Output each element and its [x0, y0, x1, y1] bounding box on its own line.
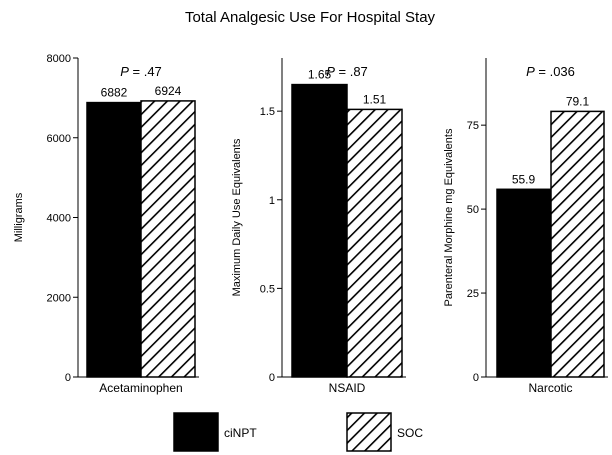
category-label: Narcotic [528, 381, 572, 395]
y-tick-label: 0 [65, 372, 71, 384]
bar-cinpt [496, 188, 551, 378]
data-label: 79.1 [566, 94, 590, 108]
plot-3: 0 25 50 75 Parenteral Morphine mg Equivalent… [443, 58, 608, 395]
bar-cinpt [86, 101, 142, 378]
legend: ciNPT SOC [173, 412, 423, 452]
bar-soc [346, 108, 403, 378]
y-tick-label: 0.5 [260, 283, 275, 295]
y-tick-label: 1.5 [260, 106, 275, 118]
p-value-label: P = .47 [120, 64, 162, 79]
data-label: 6882 [101, 86, 128, 100]
legend-swatch-soc [346, 412, 392, 452]
legend-label-cinpt: ciNPT [224, 426, 257, 440]
plot-2: 0 0.5 1 1.5 Maximum Daily Use Equivalents 1.6… [231, 58, 406, 395]
y-tick-label: 2000 [47, 292, 71, 304]
data-label: 6924 [155, 84, 182, 98]
y-tick-label: 0 [269, 372, 275, 384]
y-tick-label: 50 [467, 204, 479, 216]
y-axis-label: Parenteral Morphine mg Equivalents [443, 128, 455, 306]
y-axis-label: Milligrams [13, 192, 25, 242]
bar-soc [140, 100, 196, 378]
legend-swatch-cinpt [173, 412, 219, 452]
y-tick-label: 0 [473, 372, 479, 384]
data-label: 1.51 [363, 92, 387, 106]
bar-soc [550, 110, 605, 378]
p-value-label: P = .87 [326, 64, 368, 79]
y-tick-label: 4000 [47, 213, 71, 225]
y-tick-label: 8000 [47, 53, 71, 65]
category-label: Acetaminophen [99, 381, 182, 395]
y-tick-label: 1 [269, 195, 275, 207]
plots: 0 2000 4000 6000 8000 Milligrams 6882 6924 P = .… [13, 53, 608, 395]
bar-cinpt [291, 83, 348, 378]
y-tick-label: 6000 [47, 133, 71, 145]
y-tick-label: 75 [467, 120, 479, 132]
legend-label-soc: SOC [397, 426, 423, 440]
category-label: NSAID [329, 381, 366, 395]
data-label: 1.65 [308, 68, 332, 82]
data-label: 55.9 [512, 172, 536, 186]
y-axis-label: Maximum Daily Use Equivalents [231, 138, 243, 296]
chart-title: Total Analgesic Use For Hospital Stay [185, 9, 436, 26]
y-tick-label: 25 [467, 288, 479, 300]
plot-1: 0 2000 4000 6000 8000 Milligrams 6882 6924 P = .… [13, 53, 199, 395]
p-value-label: P = .036 [526, 64, 575, 79]
